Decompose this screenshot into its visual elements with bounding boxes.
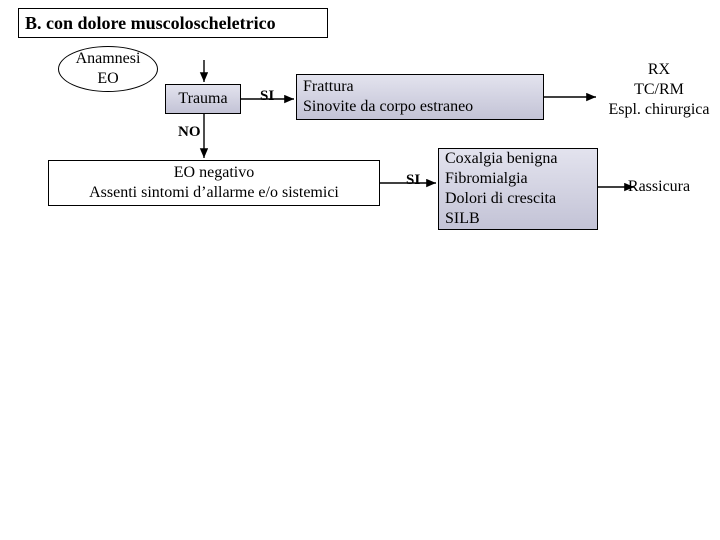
label-si-2: SI: [406, 172, 420, 189]
label-no: NO: [178, 124, 201, 141]
label-si-2-text: SI: [406, 172, 420, 188]
eo-neg-line1: EO negativo: [174, 163, 254, 183]
rx-line2: TC/RM: [634, 80, 684, 100]
node-trauma: Trauma: [165, 84, 241, 114]
frattura-line1: Frattura: [303, 77, 354, 97]
anamnesi-line1: Anamnesi: [76, 49, 141, 69]
rx-line1: RX: [648, 60, 670, 80]
eo-neg-line2: Assenti sintomi d’allarme e/o sistemici: [89, 183, 339, 203]
rx-line3: Espl. chirurgica: [608, 100, 709, 120]
node-eo-negativo: EO negativo Assenti sintomi d’allarme e/…: [48, 160, 380, 206]
node-anamnesi: Anamnesi EO: [58, 46, 158, 92]
label-si-1: SI: [260, 88, 274, 105]
label-no-text: NO: [178, 124, 201, 140]
title-box: B. con dolore muscoloscheletrico: [18, 8, 328, 38]
node-coxalgia: Coxalgia benigna Fibromialgia Dolori di …: [438, 148, 598, 230]
node-rassicura: Rassicura: [598, 176, 720, 198]
title-text: B. con dolore muscoloscheletrico: [25, 12, 276, 35]
coxalgia-line4: SILB: [445, 209, 480, 229]
label-si-1-text: SI: [260, 88, 274, 104]
frattura-line2: Sinovite da corpo estraneo: [303, 97, 473, 117]
node-frattura: Frattura Sinovite da corpo estraneo: [296, 74, 544, 120]
anamnesi-line2: EO: [97, 69, 118, 89]
coxalgia-line1: Coxalgia benigna: [445, 149, 557, 169]
trauma-text: Trauma: [178, 89, 227, 109]
coxalgia-line2: Fibromialgia: [445, 169, 528, 189]
rassicura-text: Rassicura: [628, 177, 690, 197]
coxalgia-line3: Dolori di crescita: [445, 189, 556, 209]
node-rx: RX TC/RM Espl. chirurgica: [598, 58, 720, 122]
